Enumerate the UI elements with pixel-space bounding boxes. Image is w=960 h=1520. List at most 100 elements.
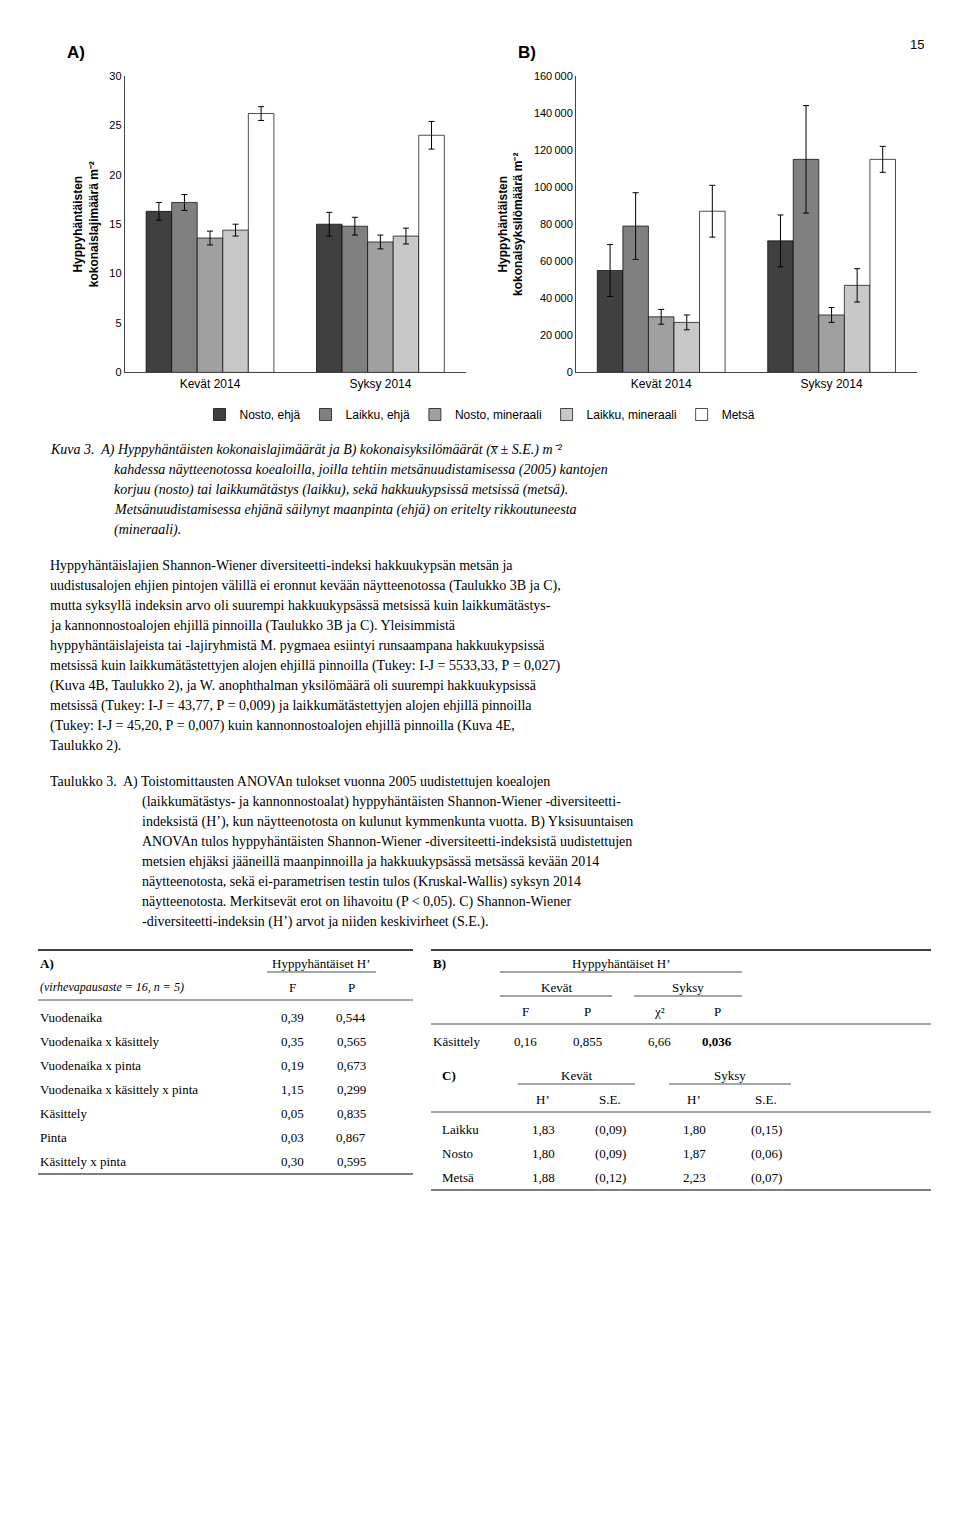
- svg-text:kahdessa näytteenotossa koealo: kahdessa näytteenotossa koealoilla, joil…: [114, 462, 608, 478]
- svg-text:(0,06): (0,06): [751, 1146, 782, 1161]
- svg-text:0,544: 0,544: [336, 1010, 366, 1025]
- svg-text:Vuodenaika: Vuodenaika: [40, 1010, 102, 1025]
- svg-text:5: 5: [115, 317, 121, 329]
- svg-text:0,19: 0,19: [281, 1058, 304, 1073]
- svg-text:1,88: 1,88: [532, 1170, 555, 1185]
- svg-text:Kevät 2014: Kevät 2014: [180, 377, 241, 391]
- svg-text:F: F: [522, 1004, 529, 1019]
- svg-text:metsissä kuin laikkumätästetty: metsissä kuin laikkumätästettyjen alojen…: [50, 658, 561, 674]
- svg-text:H’: H’: [536, 1092, 550, 1107]
- svg-text:0,35: 0,35: [281, 1034, 304, 1049]
- svg-text:80 000: 80 000: [540, 218, 573, 230]
- svg-text:C): C): [442, 1068, 456, 1083]
- svg-text:Syksy 2014: Syksy 2014: [801, 377, 863, 391]
- svg-text:(mineraali).: (mineraali).: [114, 522, 181, 538]
- svg-text:20: 20: [109, 169, 121, 181]
- svg-text:(0,09): (0,09): [595, 1122, 626, 1137]
- svg-text:F: F: [289, 980, 296, 995]
- svg-text:0: 0: [115, 366, 121, 378]
- svg-text:B): B): [518, 43, 536, 62]
- svg-text:1,80: 1,80: [532, 1146, 555, 1161]
- svg-text:Kevät: Kevät: [561, 1068, 592, 1083]
- svg-text:P: P: [584, 1004, 591, 1019]
- svg-text:Metsänuudistamisessa ehjänä sä: Metsänuudistamisessa ehjänä säilynyt maa…: [114, 502, 577, 518]
- svg-text:140 000: 140 000: [534, 107, 573, 119]
- svg-text:H’: H’: [687, 1092, 701, 1107]
- svg-text:Pinta: Pinta: [40, 1130, 67, 1145]
- svg-text:(0,12): (0,12): [595, 1170, 626, 1185]
- svg-text:1,87: 1,87: [683, 1146, 706, 1161]
- svg-text:Metsä: Metsä: [442, 1170, 474, 1185]
- svg-text:Syksy: Syksy: [672, 980, 704, 995]
- svg-text:Laikku, ehjä: Laikku, ehjä: [346, 408, 410, 422]
- svg-text:6,66: 6,66: [648, 1034, 671, 1049]
- svg-text:Käsittely: Käsittely: [433, 1034, 480, 1049]
- svg-text:Vuodenaika x käsittely: Vuodenaika x käsittely: [40, 1034, 160, 1049]
- svg-text:Nosto, ehjä: Nosto, ehjä: [240, 408, 301, 422]
- svg-text:1,80: 1,80: [683, 1122, 706, 1137]
- svg-text:30: 30: [109, 70, 121, 82]
- svg-text:160 000: 160 000: [534, 70, 573, 82]
- svg-text:0,595: 0,595: [337, 1154, 366, 1169]
- svg-text:0,05: 0,05: [281, 1106, 304, 1121]
- svg-text:A): A): [67, 43, 85, 62]
- svg-text:(Kuva 4B, Taulukko 2), ja W. a: (Kuva 4B, Taulukko 2), ja W. anophthalma…: [50, 678, 537, 694]
- svg-text:0,30: 0,30: [281, 1154, 304, 1169]
- svg-text:15: 15: [910, 37, 924, 52]
- svg-text:Vuodenaika x pinta: Vuodenaika x pinta: [40, 1058, 141, 1073]
- svg-text:B): B): [433, 956, 446, 971]
- svg-text:Hyppyhäntäislajien Shannon-Wie: Hyppyhäntäislajien Shannon-Wiener divers…: [50, 558, 513, 573]
- svg-text:Laikku: Laikku: [442, 1122, 479, 1137]
- svg-text:(virhevapausaste = 16, n = 5): (virhevapausaste = 16, n = 5): [40, 980, 184, 994]
- svg-text:0,03: 0,03: [281, 1130, 304, 1145]
- svg-text:60 000: 60 000: [540, 255, 573, 267]
- svg-text:mutta syksyllä indeksin arvo o: mutta syksyllä indeksin arvo oli suuremp…: [50, 598, 551, 613]
- svg-text:10: 10: [109, 267, 121, 279]
- svg-text:indeksistä (H’), kun näytteeno: indeksistä (H’), kun näytteenotosta on k…: [142, 814, 633, 830]
- svg-text:0,673: 0,673: [337, 1058, 366, 1073]
- svg-text:P: P: [348, 980, 355, 995]
- svg-text:Metsä: Metsä: [722, 408, 755, 422]
- svg-text:100 000: 100 000: [534, 181, 573, 193]
- svg-text:Laikku, mineraali: Laikku, mineraali: [587, 408, 677, 422]
- svg-text:0: 0: [567, 366, 573, 378]
- svg-text:Kevät: Kevät: [541, 980, 572, 995]
- svg-text:P: P: [714, 1004, 721, 1019]
- svg-text:S.E.: S.E.: [599, 1092, 621, 1107]
- svg-text:Käsittely x pinta: Käsittely x pinta: [40, 1154, 126, 1169]
- svg-text:15: 15: [109, 218, 121, 230]
- svg-text:Syksy: Syksy: [714, 1068, 746, 1083]
- svg-text:(Tukey: I-J = 45,20, P = 0,007: (Tukey: I-J = 45,20, P = 0,007) kuin kan…: [50, 718, 515, 734]
- svg-text:0,16: 0,16: [514, 1034, 537, 1049]
- svg-text:-diversiteetti-indeksin (H’) a: -diversiteetti-indeksin (H’) arvot ja ni…: [142, 914, 488, 930]
- svg-text:(0,15): (0,15): [751, 1122, 782, 1137]
- svg-text:40 000: 40 000: [540, 292, 573, 304]
- svg-text:120 000: 120 000: [534, 144, 573, 156]
- svg-text:0,299: 0,299: [337, 1082, 366, 1097]
- svg-text:0,39: 0,39: [281, 1010, 304, 1025]
- svg-text:20 000: 20 000: [540, 329, 573, 341]
- svg-text:0,036: 0,036: [702, 1034, 732, 1049]
- svg-text:Hyppyhäntäistenkokonaisyksilöm: Hyppyhäntäistenkokonaisyksilömäärä m⁻²: [496, 152, 526, 295]
- svg-text:ja kannonnostoalojen ehjillä p: ja kannonnostoalojen ehjillä pinnoilla (…: [50, 618, 456, 634]
- svg-text:0,565: 0,565: [337, 1034, 366, 1049]
- svg-text:Nosto: Nosto: [442, 1146, 473, 1161]
- svg-text:metsissä (Tukey: I-J = 43,77,: metsissä (Tukey: I-J = 43,77, P = 0,009)…: [50, 698, 532, 714]
- svg-text:(0,07): (0,07): [751, 1170, 782, 1185]
- svg-text:0,867: 0,867: [336, 1130, 366, 1145]
- svg-text:Taulukko 2).: Taulukko 2).: [50, 738, 121, 754]
- svg-text:25: 25: [109, 119, 121, 131]
- svg-text:2,23: 2,23: [683, 1170, 706, 1185]
- svg-text:(0,09): (0,09): [595, 1146, 626, 1161]
- svg-text:1,15: 1,15: [281, 1082, 304, 1097]
- svg-text:näytteenotosta. Merkitsevät er: näytteenotosta. Merkitsevät erot on liha…: [142, 894, 571, 910]
- svg-text:S.E.: S.E.: [755, 1092, 777, 1107]
- svg-text:korjuu (nosto) tai laikkumätäs: korjuu (nosto) tai laikkumätästys (laikk…: [114, 482, 568, 498]
- svg-text:Hyppyhäntäistenkokonaislajimää: Hyppyhäntäistenkokonaislajimäärä m⁻²: [71, 161, 101, 287]
- svg-text:Käsittely: Käsittely: [40, 1106, 87, 1121]
- svg-text:Hyppyhäntäiset H’: Hyppyhäntäiset H’: [572, 956, 671, 971]
- svg-text:ANOVAn tulos hyppyhäntäisten S: ANOVAn tulos hyppyhäntäisten Shannon-Wie…: [142, 834, 632, 849]
- svg-text:χ²: χ²: [654, 1004, 665, 1019]
- svg-text:metsien ehjäksi jääneillä maan: metsien ehjäksi jääneillä maanpinnoilla …: [142, 854, 599, 869]
- svg-text:Nosto, mineraali: Nosto, mineraali: [455, 408, 542, 422]
